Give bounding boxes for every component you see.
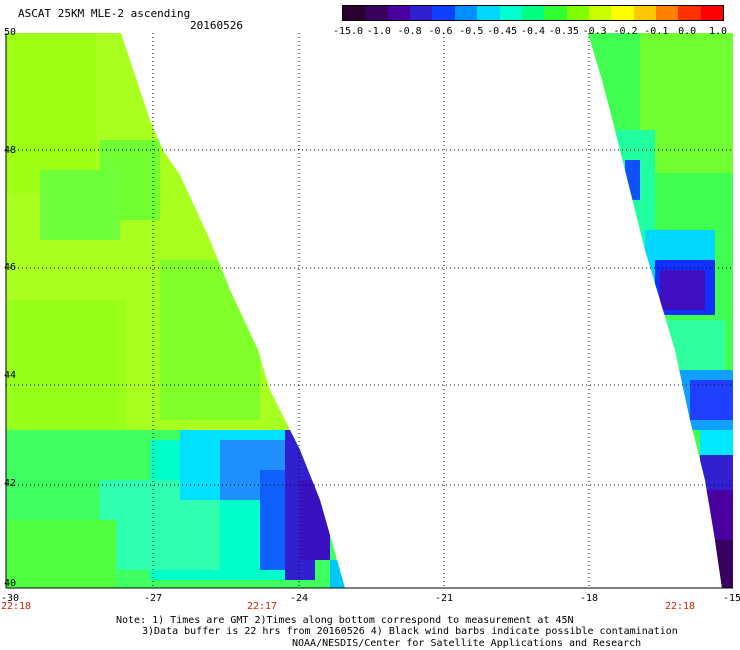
colorbar-label: -0.2 (613, 26, 638, 37)
lon-label-minus21: -21 (434, 593, 454, 604)
colorbar-label: 0.0 (678, 26, 697, 37)
time-label-right: 22:18 (664, 601, 696, 612)
colorbar-label: -1.0 (366, 26, 391, 37)
colorbar-segment (656, 6, 679, 20)
colorbar-label: -0.5 (459, 26, 484, 37)
colorbar-label: -0.45 (487, 26, 518, 37)
colorbar-segment (611, 6, 634, 20)
lat-label-50: 50 (4, 27, 17, 38)
colorbar-segment (432, 6, 455, 20)
colorbar-segment (544, 6, 567, 20)
frame-ticks (5, 33, 733, 589)
time-label-mid: 22:17 (246, 601, 278, 612)
lat-label-40: 40 (4, 578, 17, 589)
colorbar-segment (410, 6, 433, 20)
colorbar-label: -0.4 (520, 26, 546, 37)
colorbar-label: 1.0 (708, 26, 728, 37)
colorbar-segment (700, 6, 724, 20)
colorbar-segment (343, 6, 366, 20)
lat-label-44: 44 (4, 370, 17, 381)
note-line-2: 3)Data buffer is 22 hrs from 20160526 4)… (142, 626, 678, 637)
colorbar-label: -15.0 (332, 26, 364, 37)
note-line-3: NOAA/NESDIS/Center for Satellite Applica… (292, 638, 642, 649)
lon-label-minus27: -27 (143, 593, 163, 604)
lat-label-46: 46 (4, 262, 17, 273)
time-label-left: 22:18 (0, 601, 32, 612)
colorbar-segment (499, 6, 522, 20)
graticule (6, 33, 733, 588)
colorbar-label: -0.6 (428, 26, 453, 37)
right-swath (588, 33, 733, 588)
map-title: ASCAT 25KM MLE-2 ascending (18, 7, 191, 20)
colorbar-label: -0.1 (644, 26, 669, 37)
colorbar (342, 5, 724, 21)
lon-label-minus30: -30 (0, 593, 20, 604)
colorbar-segment (678, 6, 701, 20)
colorbar-segment (566, 6, 589, 20)
map-date: 20160526 (190, 19, 243, 32)
colorbar-segment (633, 6, 657, 20)
note-line-1: Note: 1) Times are GMT 2)Times along bot… (116, 615, 574, 626)
colorbar-segment (588, 6, 612, 20)
colorbar-segment (365, 6, 388, 20)
left-swath (6, 33, 345, 588)
lat-label-42: 42 (4, 478, 17, 489)
lon-label-minus18: -18 (579, 593, 599, 604)
colorbar-segment (454, 6, 478, 20)
lon-label-minus24: -24 (289, 593, 309, 604)
colorbar-label: -0.35 (548, 26, 579, 37)
lon-label-minus15: -15 (722, 593, 740, 604)
colorbar-segment (521, 6, 545, 20)
colorbar-label: -0.3 (582, 26, 607, 37)
colorbar-segment (477, 6, 500, 20)
colorbar-label: -0.8 (397, 26, 422, 37)
colorbar-segment (387, 6, 411, 20)
lat-label-48: 48 (4, 145, 17, 156)
